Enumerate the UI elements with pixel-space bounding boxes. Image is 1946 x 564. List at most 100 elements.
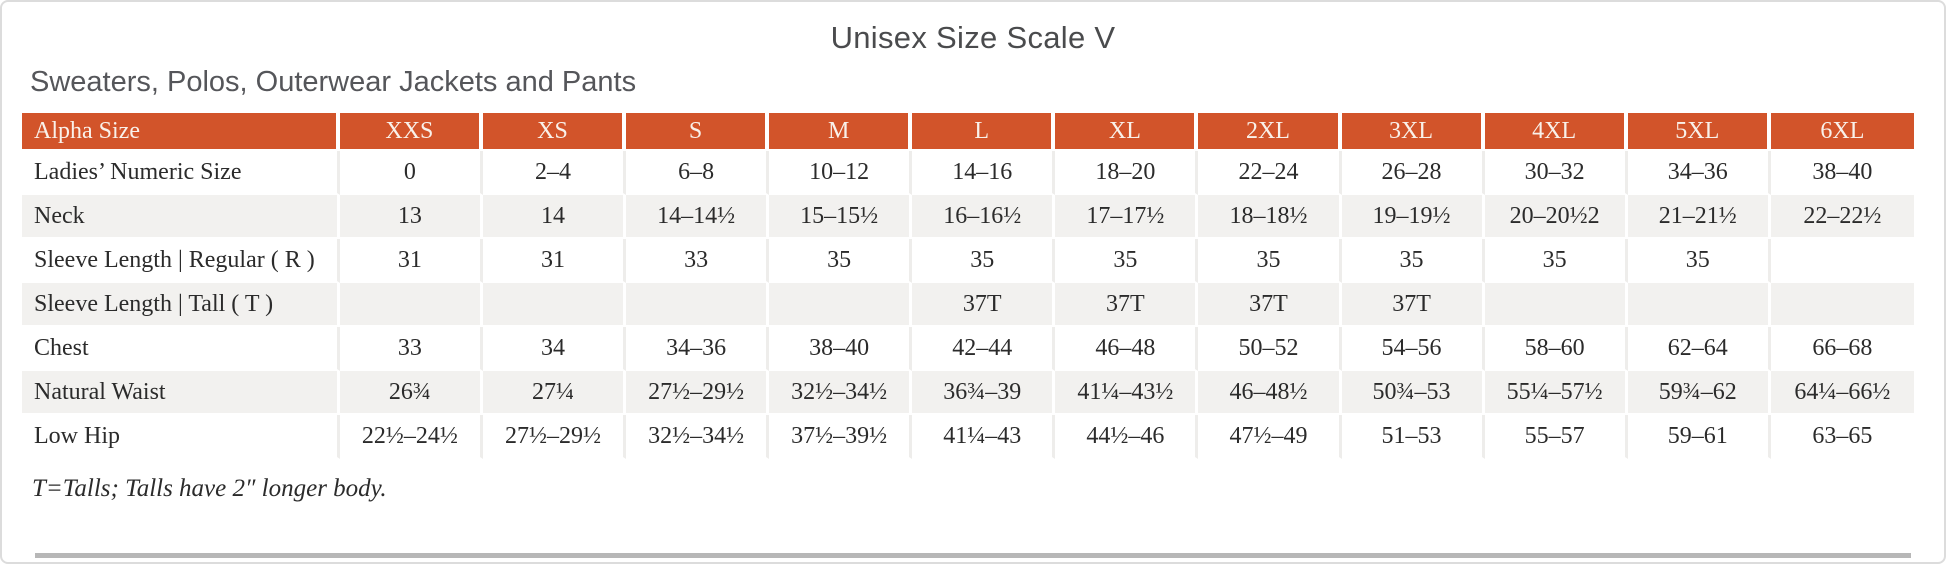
size-cell: 14 — [482, 195, 627, 239]
column-header: L — [912, 113, 1056, 151]
size-cell: 35 — [1627, 239, 1771, 283]
column-header: 4XL — [1484, 113, 1628, 151]
size-table-body: Ladies’ Numeric Size 0 2–4 6–8 10–12 14–16 18–… — [22, 151, 1914, 459]
column-header: 6XL — [1770, 113, 1914, 151]
size-cell: 51–53 — [1341, 415, 1485, 459]
size-cell: 14–16 — [912, 151, 1056, 195]
size-cell — [1770, 283, 1914, 327]
row-label: Low Hip — [22, 415, 340, 459]
size-cell: 41¼–43½ — [1055, 371, 1199, 415]
bottom-rule — [35, 553, 1911, 558]
size-cell: 20–20½2 — [1484, 195, 1628, 239]
table-row: Low Hip 22½–24½ 27½–29½ 32½–34½ 37½–39½ 41¼–4… — [22, 415, 1914, 459]
table-row: Sleeve Length | Regular ( R ) 31 31 33 35 35 3… — [22, 239, 1914, 283]
size-cell — [1484, 283, 1628, 327]
size-cell: 21–21½ — [1627, 195, 1771, 239]
row-label: Sleeve Length | Regular ( R ) — [22, 239, 340, 283]
size-cell: 30–32 — [1484, 151, 1628, 195]
size-cell: 31 — [482, 239, 627, 283]
size-cell: 37T — [1198, 283, 1342, 327]
size-cell: 47½–49 — [1198, 415, 1342, 459]
size-cell: 17–17½ — [1055, 195, 1199, 239]
size-cell — [482, 283, 627, 327]
row-label: Ladies’ Numeric Size — [22, 151, 340, 195]
column-header: XS — [482, 113, 627, 151]
size-table-header: Alpha Size XXS XS S M L XL 2XL 3XL 4XL 5XL 6XL — [22, 113, 1914, 151]
size-cell: 6–8 — [626, 151, 770, 195]
table-row: Natural Waist 26¾ 27¼ 27½–29½ 32½–34½ 36¾–39 4… — [22, 371, 1914, 415]
size-cell: 35 — [1198, 239, 1342, 283]
size-cell: 66–68 — [1770, 327, 1914, 371]
column-header: M — [769, 113, 913, 151]
size-cell — [339, 283, 483, 327]
size-cell: 22–22½ — [1770, 195, 1914, 239]
size-cell: 27½–29½ — [626, 371, 770, 415]
column-header: XL — [1055, 113, 1199, 151]
size-cell: 54–56 — [1341, 327, 1485, 371]
size-cell: 10–12 — [769, 151, 913, 195]
size-cell: 63–65 — [1770, 415, 1914, 459]
size-cell: 16–16½ — [912, 195, 1056, 239]
size-cell: 32½–34½ — [769, 371, 913, 415]
size-cell: 41¼–43 — [912, 415, 1056, 459]
size-cell: 55–57 — [1484, 415, 1628, 459]
page-subtitle: Sweaters, Polos, Outerwear Jackets and P… — [30, 66, 637, 98]
size-cell: 14–14½ — [626, 195, 770, 239]
size-cell: 2–4 — [482, 151, 627, 195]
header-row: Alpha Size XXS XS S M L XL 2XL 3XL 4XL 5XL 6XL — [22, 113, 1914, 151]
size-cell: 27¼ — [482, 371, 627, 415]
table-row: Chest 33 34 34–36 38–40 42–44 46–48 50–52 54–56 5… — [22, 327, 1914, 371]
size-cell: 55¼–57½ — [1484, 371, 1628, 415]
size-cell: 18–18½ — [1198, 195, 1342, 239]
size-cell: 18–20 — [1055, 151, 1199, 195]
column-header: 5XL — [1627, 113, 1771, 151]
size-cell — [769, 283, 913, 327]
size-cell: 13 — [339, 195, 483, 239]
size-cell: 50–52 — [1198, 327, 1342, 371]
size-cell: 64¼–66½ — [1770, 371, 1914, 415]
size-cell — [1627, 283, 1771, 327]
row-label: Neck — [22, 195, 340, 239]
size-cell: 35 — [912, 239, 1056, 283]
size-cell — [1770, 239, 1914, 283]
size-cell: 37T — [1341, 283, 1485, 327]
size-cell: 0 — [339, 151, 483, 195]
size-cell: 26–28 — [1341, 151, 1485, 195]
size-cell: 22½–24½ — [339, 415, 483, 459]
size-cell: 37T — [1055, 283, 1199, 327]
size-cell: 37½–39½ — [769, 415, 913, 459]
size-cell: 46–48 — [1055, 327, 1199, 371]
size-cell: 34–36 — [1627, 151, 1771, 195]
size-cell: 35 — [1055, 239, 1199, 283]
row-label: Chest — [22, 327, 340, 371]
column-header: 2XL — [1198, 113, 1342, 151]
size-cell: 35 — [769, 239, 913, 283]
size-cell: 27½–29½ — [482, 415, 627, 459]
size-table: Alpha Size XXS XS S M L XL 2XL 3XL 4XL 5XL 6XL Ladi… — [22, 113, 1914, 459]
size-cell: 37T — [912, 283, 1056, 327]
size-cell: 42–44 — [912, 327, 1056, 371]
size-cell: 32½–34½ — [626, 415, 770, 459]
size-cell: 34 — [482, 327, 627, 371]
size-cell: 31 — [339, 239, 483, 283]
size-cell: 62–64 — [1627, 327, 1771, 371]
size-cell: 33 — [339, 327, 483, 371]
size-cell: 35 — [1341, 239, 1485, 283]
size-cell: 38–40 — [1770, 151, 1914, 195]
size-cell: 38–40 — [769, 327, 913, 371]
size-cell — [626, 283, 770, 327]
column-header: 3XL — [1341, 113, 1485, 151]
table-row: Neck 13 14 14–14½ 15–15½ 16–16½ 17–17½ 18–18½ 19… — [22, 195, 1914, 239]
page-title: Unisex Size Scale V — [830, 20, 1116, 55]
size-cell: 44½–46 — [1055, 415, 1199, 459]
size-cell: 26¾ — [339, 371, 483, 415]
size-cell: 33 — [626, 239, 770, 283]
size-cell: 46–48½ — [1198, 371, 1342, 415]
table-row: Ladies’ Numeric Size 0 2–4 6–8 10–12 14–16 18–… — [22, 151, 1914, 195]
size-cell: 22–24 — [1198, 151, 1342, 195]
size-cell: 34–36 — [626, 327, 770, 371]
size-cell: 59–61 — [1627, 415, 1771, 459]
size-cell: 36¾–39 — [912, 371, 1056, 415]
column-header: XXS — [339, 113, 483, 151]
